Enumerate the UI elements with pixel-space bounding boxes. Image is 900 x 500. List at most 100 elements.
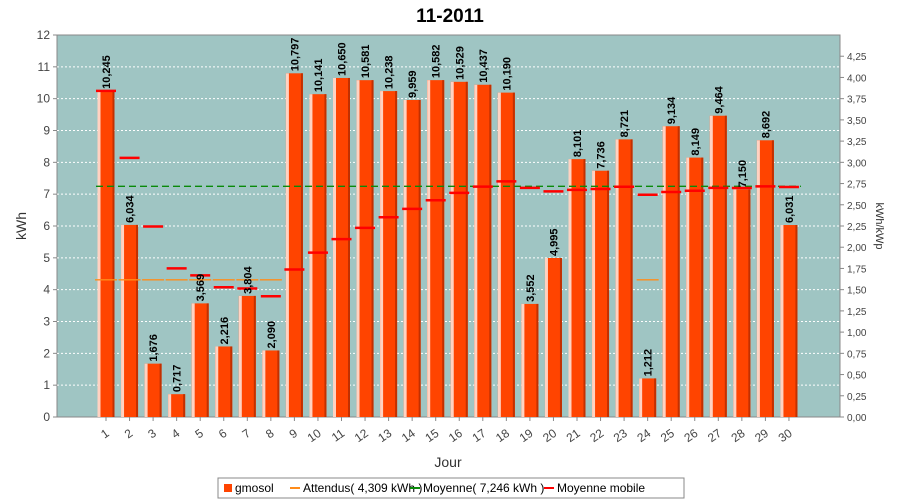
x-tick-label: 26 xyxy=(681,426,700,445)
bar-shade xyxy=(253,295,256,417)
data-label: 10,529 xyxy=(454,46,466,80)
y-tick-label: 3 xyxy=(43,315,50,329)
x-tick-label: 16 xyxy=(446,426,465,445)
y-tick-label: 6 xyxy=(43,219,50,233)
bar xyxy=(592,170,610,417)
bar xyxy=(615,139,633,417)
y-tick-label: 10 xyxy=(37,92,51,106)
bar-shade xyxy=(559,257,562,417)
data-label: 3,804 xyxy=(242,265,254,293)
data-label: 10,582 xyxy=(431,44,443,78)
x-tick-label: 8 xyxy=(263,426,277,441)
y-tick-label: 5 xyxy=(43,251,50,265)
bar-shade xyxy=(300,73,303,417)
x-tick-label: 22 xyxy=(587,426,606,445)
y2-tick-label: 2,50 xyxy=(847,201,867,212)
bar-highlight xyxy=(285,73,289,417)
data-label: 10,797 xyxy=(289,38,301,72)
bar-highlight xyxy=(615,139,619,417)
bar-highlight xyxy=(521,303,525,417)
chart-title: 11-2011 xyxy=(416,6,484,27)
gridlines xyxy=(57,66,840,386)
data-label: 2,216 xyxy=(219,317,231,345)
bar-shade xyxy=(324,94,327,418)
bar-shade xyxy=(442,80,445,418)
x-tick-label: 4 xyxy=(169,426,183,441)
data-label: 10,437 xyxy=(478,49,490,83)
bar xyxy=(191,303,209,417)
y-tick-label: 9 xyxy=(43,124,50,138)
bar-shade xyxy=(677,126,680,417)
bar xyxy=(309,94,327,418)
bar-highlight xyxy=(662,126,666,417)
bar xyxy=(427,80,445,418)
data-label: 7,736 xyxy=(596,141,608,169)
bar-shade xyxy=(371,80,374,417)
bar xyxy=(215,346,233,417)
bar-highlight xyxy=(568,159,572,417)
bar-shade xyxy=(395,91,398,417)
bar-shade xyxy=(206,303,209,417)
bar xyxy=(121,224,139,417)
legend-box xyxy=(217,477,685,499)
data-label: 4,995 xyxy=(548,228,560,256)
y2-tick-label: 0,25 xyxy=(847,392,867,403)
bar-highlight xyxy=(639,378,643,417)
bar-highlight xyxy=(544,257,548,417)
y-tick-label: 1 xyxy=(43,378,50,392)
bar-shade xyxy=(748,189,751,417)
bar-highlight xyxy=(238,295,242,417)
bar-shade xyxy=(724,115,727,417)
bar-shade xyxy=(183,394,186,417)
y-tick-label: 8 xyxy=(43,155,50,169)
y2-axis-title: kWh/kWp xyxy=(873,202,885,249)
x-tick-label: 21 xyxy=(564,426,583,445)
y-tick-label: 11 xyxy=(38,60,51,74)
bar-highlight xyxy=(427,80,431,418)
bar-highlight xyxy=(474,84,478,418)
bar xyxy=(97,90,115,418)
bar xyxy=(568,159,586,417)
bar-highlight xyxy=(403,99,407,417)
x-tick-label: 5 xyxy=(192,426,206,441)
bar-highlight xyxy=(497,92,501,417)
data-label: 10,581 xyxy=(360,45,372,79)
data-label: 2,090 xyxy=(266,321,278,349)
data-label: 6,031 xyxy=(784,195,796,223)
x-tick-label: 25 xyxy=(658,426,677,445)
bar-shade xyxy=(795,225,798,417)
bar-highlight xyxy=(356,80,360,417)
y2-tick-label: 2,00 xyxy=(847,243,867,254)
x-tick-label: 20 xyxy=(540,426,559,445)
bar-highlight xyxy=(780,225,784,417)
bar-shade xyxy=(418,99,421,417)
bar xyxy=(238,295,256,417)
bar-highlight xyxy=(215,346,219,417)
y-tick-label: 4 xyxy=(43,283,50,297)
x-tick-label: 2 xyxy=(122,426,136,441)
bar-highlight xyxy=(309,94,313,418)
x-tick-label: 9 xyxy=(287,426,301,441)
x-tick-label: 18 xyxy=(493,426,512,445)
data-label: 10,238 xyxy=(384,55,396,89)
bar xyxy=(733,189,751,417)
bar-shade xyxy=(489,84,492,418)
bar xyxy=(285,73,303,417)
y2-tick-label: 1,50 xyxy=(847,286,867,297)
bar-highlight xyxy=(97,90,101,418)
data-label: 1,212 xyxy=(643,349,655,377)
data-label: 0,717 xyxy=(172,365,184,393)
bar-highlight xyxy=(380,91,384,417)
y2-tick-label: 0,75 xyxy=(847,349,867,360)
y2-tick-label: 3,75 xyxy=(847,95,867,106)
y2-tick-label: 1,00 xyxy=(847,328,867,339)
bar-series xyxy=(97,73,798,418)
bar xyxy=(639,378,657,417)
legend-label: gmosol xyxy=(235,481,274,495)
x-tick-label: 3 xyxy=(145,426,159,441)
data-label: 10,141 xyxy=(313,59,325,93)
data-label: 8,692 xyxy=(760,111,772,139)
data-label: 10,245 xyxy=(101,55,113,89)
x-tick-label: 28 xyxy=(729,426,748,445)
